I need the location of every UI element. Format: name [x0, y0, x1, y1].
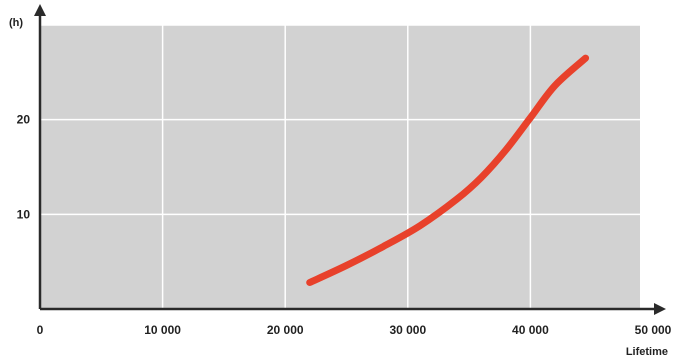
- x-axis-label: Lifetime: [626, 346, 668, 358]
- plot-area: [40, 25, 640, 309]
- x-axis-arrow-icon: [654, 303, 666, 315]
- x-tick-label: 10 000: [144, 323, 181, 337]
- y-axis-arrow-icon: [34, 4, 46, 16]
- series-line: [306, 54, 590, 286]
- x-tick-label: 30 000: [389, 323, 426, 337]
- x-tick-label: 50 000: [635, 323, 672, 337]
- tick-labels: 0 10 000 20 000 30 000 40 000 50 000 10 20: [17, 113, 672, 337]
- x-tick-label: 0: [37, 323, 44, 337]
- x-tick-label: 40 000: [512, 323, 549, 337]
- grid-lines: [40, 24, 640, 309]
- series-layer: [306, 54, 590, 286]
- x-tick-label: 20 000: [267, 323, 304, 337]
- y-tick-label: 10: [17, 207, 31, 221]
- axes: [34, 4, 666, 315]
- y-axis-label: (h): [9, 17, 23, 29]
- y-tick-label: 20: [17, 113, 31, 127]
